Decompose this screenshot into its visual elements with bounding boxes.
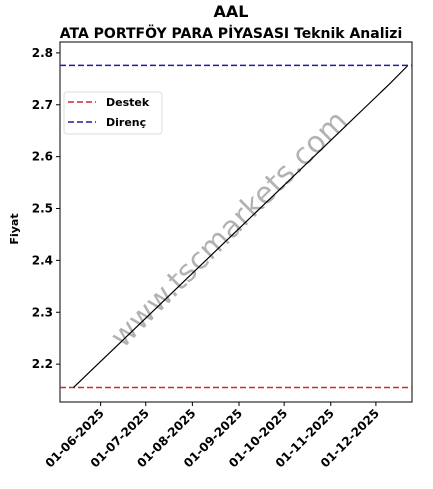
watermark: www.tscmarkets.com bbox=[104, 104, 355, 355]
y-axis-label: Fiyat bbox=[8, 213, 21, 244]
plot-frame bbox=[59, 41, 413, 403]
y-tick-label: 2.4 bbox=[32, 253, 53, 267]
price-line bbox=[73, 65, 408, 388]
y-tick-label: 2.7 bbox=[32, 98, 53, 112]
legend-label: Destek bbox=[106, 96, 150, 109]
chart-title: AAL bbox=[214, 2, 249, 21]
y-tick-label: 2.8 bbox=[32, 46, 53, 60]
chart-subtitle: ATA PORTFÖY PARA PİYASASI Teknik Analizi bbox=[60, 24, 403, 42]
y-tick-label: 2.5 bbox=[32, 202, 53, 216]
legend-label: Direnç bbox=[106, 116, 146, 129]
y-tick-label: 2.3 bbox=[32, 305, 53, 319]
y-tick-label: 2.6 bbox=[32, 150, 53, 164]
y-tick-label: 2.2 bbox=[32, 357, 53, 371]
